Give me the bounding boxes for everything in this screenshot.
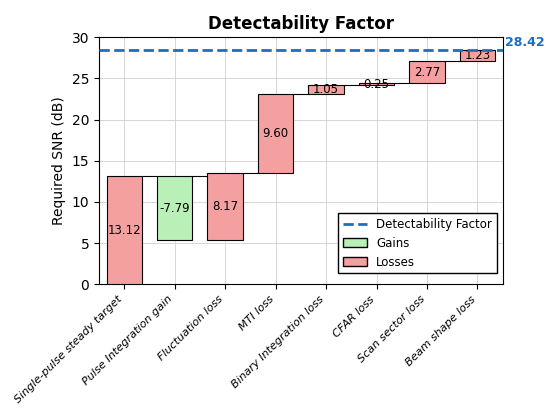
Bar	[359, 84, 394, 85]
Text: 9.60: 9.60	[263, 127, 288, 140]
Text: 0.25: 0.25	[363, 78, 390, 91]
Text: 1.05: 1.05	[313, 83, 339, 96]
Bar	[258, 94, 293, 173]
Bar	[409, 60, 445, 84]
Text: 1.23: 1.23	[464, 49, 491, 62]
Text: 2.77: 2.77	[414, 66, 440, 79]
Legend: Detectability Factor, Gains, Losses: Detectability Factor, Gains, Losses	[338, 213, 497, 273]
Bar	[157, 176, 192, 240]
Y-axis label: Required SNR (dB): Required SNR (dB)	[52, 96, 66, 225]
Bar	[106, 176, 142, 284]
Text: -7.79: -7.79	[160, 202, 190, 215]
Bar	[460, 50, 495, 60]
Text: 8.17: 8.17	[212, 200, 238, 213]
Title: Detectability Factor: Detectability Factor	[208, 15, 394, 33]
Bar	[207, 173, 243, 240]
Text: 13.12: 13.12	[108, 224, 141, 237]
Bar	[309, 85, 344, 94]
Text: 28.42: 28.42	[505, 36, 545, 49]
